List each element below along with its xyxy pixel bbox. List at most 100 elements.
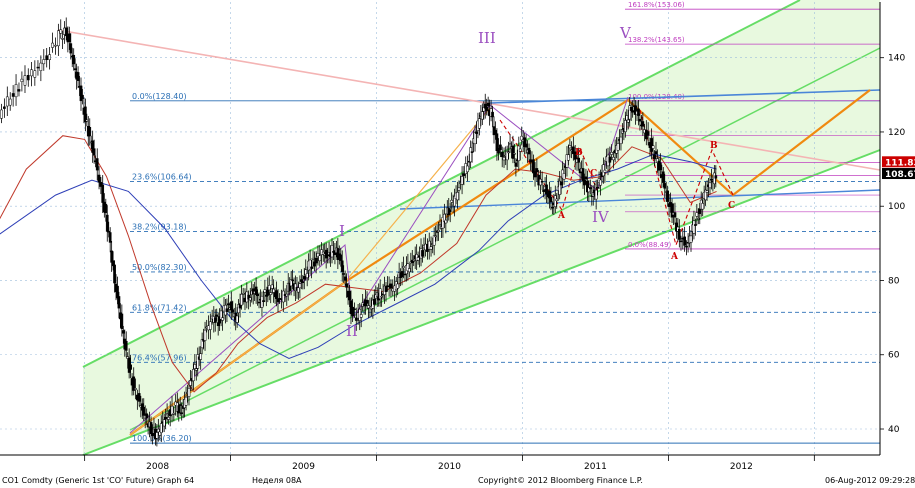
candle-body — [310, 266, 313, 269]
fib-extension-label: 138.2%(143.65) — [628, 36, 685, 44]
candle-body — [497, 148, 500, 154]
candle-body — [596, 186, 599, 189]
trend-channel — [82, 0, 881, 456]
candle-body — [562, 173, 566, 180]
candle-body — [92, 148, 96, 156]
candle-body — [698, 208, 702, 214]
candle-body — [384, 286, 388, 292]
candle-body — [499, 144, 502, 150]
candle-body — [178, 404, 182, 406]
candle-body — [23, 75, 27, 86]
candle-body — [599, 179, 602, 186]
candle-body — [39, 62, 43, 71]
fib-retracement-label: 38.2%(93.18) — [132, 223, 187, 232]
candle-body — [192, 369, 195, 382]
candle-body — [177, 405, 181, 414]
candle-body — [710, 178, 713, 181]
candle-body — [105, 214, 109, 232]
candle-body — [180, 412, 184, 414]
price-series — [0, 17, 718, 447]
candle-body — [81, 94, 84, 99]
candle-body — [610, 152, 614, 155]
candle-body — [36, 66, 40, 69]
candle-body — [625, 115, 629, 121]
candle-body — [421, 250, 424, 257]
candle-body — [311, 257, 315, 260]
y-tick-label: 140 — [888, 54, 905, 64]
candle-body — [511, 145, 515, 159]
candle-body — [42, 59, 46, 65]
candle-body — [285, 293, 289, 297]
candle-body — [300, 279, 303, 282]
price-badge — [882, 156, 915, 168]
candle-body — [694, 224, 697, 226]
candle-body — [184, 396, 188, 406]
candle-body — [64, 27, 68, 37]
candle-body — [571, 146, 575, 155]
wave-label: A — [670, 252, 679, 262]
candle-body — [107, 230, 111, 233]
candle-body — [581, 168, 585, 182]
candle-body — [51, 42, 54, 48]
candle-body — [517, 145, 521, 161]
candle-body — [708, 182, 712, 189]
candle-body — [225, 308, 229, 312]
candle-body — [359, 314, 363, 318]
fib-retracement-label: 76.4%(57.96) — [132, 353, 187, 362]
candle-body — [616, 143, 620, 151]
candle-body — [162, 419, 166, 427]
candle-body — [340, 260, 344, 272]
candle-body — [351, 306, 354, 317]
candle-body — [26, 74, 30, 81]
candle-body — [235, 315, 239, 323]
footer-copyright: Copyright© 2012 Bloomberg Finance L.P. — [478, 476, 643, 485]
wave-label: B — [710, 141, 718, 151]
candle-body — [456, 192, 459, 201]
candle-body — [208, 321, 212, 330]
candle-body — [603, 169, 607, 173]
candle-body — [132, 376, 136, 391]
fib-retracement-label: 100.0%(36.20) — [132, 434, 192, 443]
candle-body — [5, 96, 9, 107]
candle-body — [221, 317, 224, 321]
fib-extension-label: 161.8%(153.06) — [628, 1, 685, 9]
candle-body — [84, 106, 87, 123]
candle-body — [129, 364, 132, 370]
candle-body — [95, 158, 99, 171]
candle-body — [408, 268, 411, 273]
price-badge — [882, 168, 915, 180]
candle-body — [549, 196, 553, 203]
candle-body — [683, 236, 686, 246]
candle-body — [701, 203, 705, 210]
candle-body — [475, 131, 478, 134]
candle-body — [142, 406, 146, 416]
candle-body — [254, 286, 258, 295]
candle-body — [513, 153, 516, 155]
candle-body — [402, 266, 405, 269]
candle-body — [491, 111, 494, 118]
resistance-trend-line — [57, 29, 881, 171]
fib-extension-label: 0.0%(88.49) — [628, 241, 672, 249]
candle-body — [462, 173, 466, 176]
candle-body — [137, 393, 141, 402]
candle-body — [502, 157, 506, 161]
candle-body — [213, 317, 217, 323]
footer-timestamp: 06-Aug-2012 09:29:28 — [825, 476, 915, 485]
candle-body — [330, 245, 334, 258]
x-tick-label: 2008 — [146, 462, 169, 472]
candle-body — [608, 156, 612, 163]
candle-body — [661, 171, 665, 183]
candle-body — [651, 145, 655, 149]
candle-body — [272, 288, 275, 293]
price-badge-label: 111.83 — [885, 158, 915, 168]
candle-body — [629, 106, 633, 111]
candle-body — [318, 255, 322, 262]
wave-label: C — [728, 201, 735, 211]
channel-mid-line — [129, 47, 881, 431]
candle-body — [685, 245, 688, 248]
candle-body — [121, 330, 125, 334]
candle-body — [542, 189, 545, 192]
candle-body — [380, 295, 383, 298]
candle-body — [187, 388, 191, 397]
candle-body — [155, 432, 159, 439]
